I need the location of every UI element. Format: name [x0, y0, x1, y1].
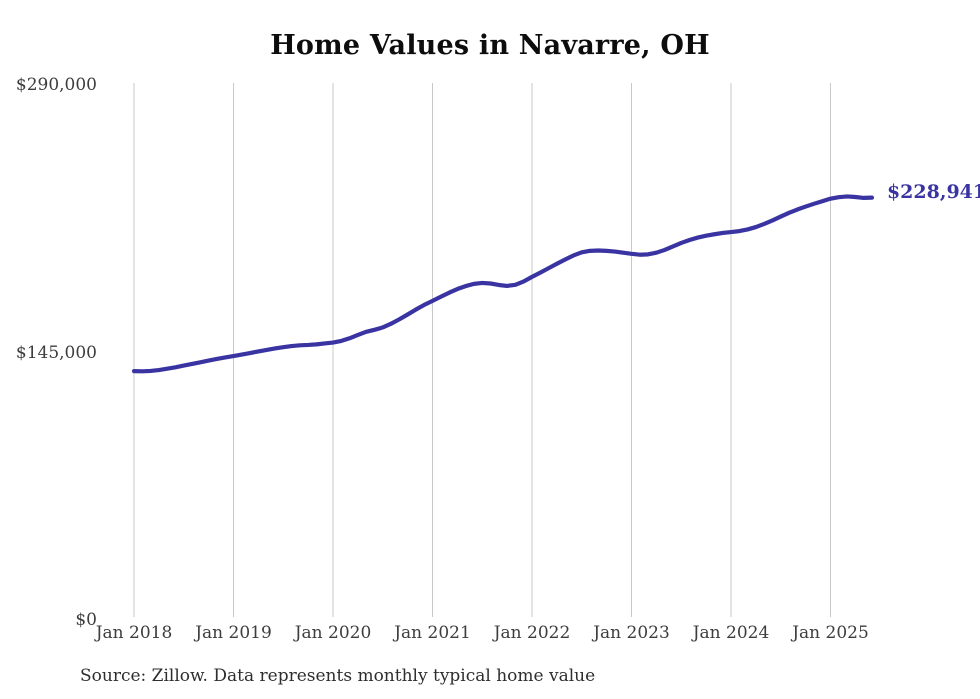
x-tick-jan-2018: Jan 2018	[95, 623, 173, 643]
x-tick-jan-2020: Jan 2020	[294, 623, 372, 643]
y-tick-290000: $290,000	[15, 75, 97, 95]
x-tick-jan-2025: Jan 2025	[792, 623, 869, 643]
chart-title: Home Values in Navarre, OH	[270, 30, 710, 61]
y-tick-0: $0	[75, 610, 97, 630]
source-note: Source: Zillow. Data represents monthly …	[80, 666, 596, 686]
x-tick-jan-2019: Jan 2019	[195, 623, 272, 643]
x-tick-jan-2021: Jan 2021	[394, 623, 471, 643]
x-tick-jan-2022: Jan 2022	[493, 623, 571, 643]
latest-value-label: $228,941	[886, 180, 980, 203]
x-tick-jan-2023: Jan 2023	[593, 623, 670, 643]
y-tick-145000: $145,000	[15, 342, 97, 363]
home-value-line	[131, 194, 875, 374]
x-tick-jan-2024: Jan 2024	[692, 623, 770, 643]
gridlines	[133, 83, 831, 617]
